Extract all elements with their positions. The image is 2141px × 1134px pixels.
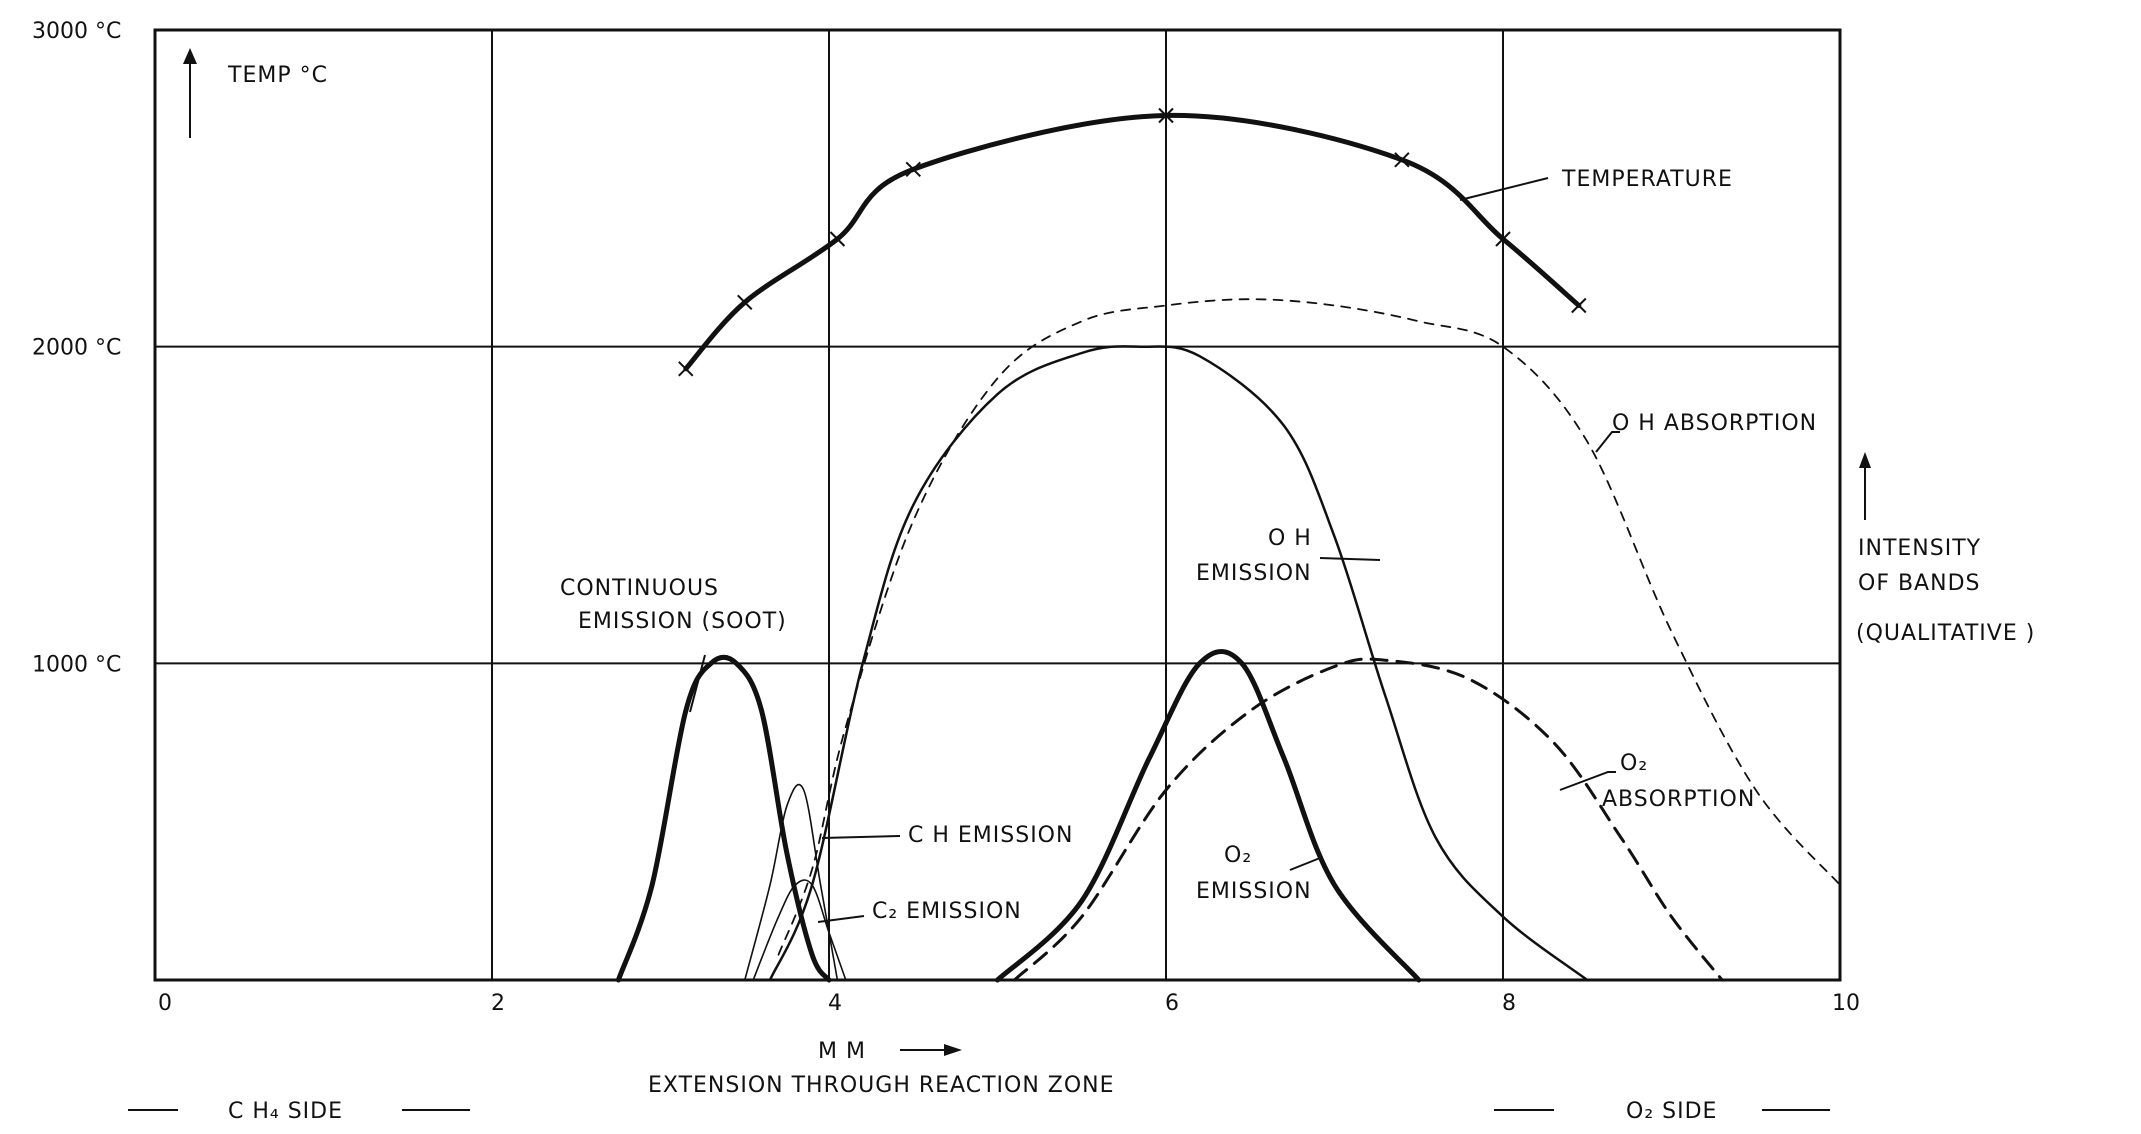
label-o2-absorption-1: O₂ bbox=[1620, 751, 1648, 776]
x-tick-label: 2 bbox=[491, 991, 505, 1016]
label-soot-2: EMISSION (SOOT) bbox=[578, 609, 787, 634]
curves bbox=[615, 107, 1841, 983]
leader-line bbox=[821, 835, 901, 839]
y-tick-labels: 1000 °C 2000 °C 3000 °C bbox=[32, 19, 121, 677]
series-oh-emission bbox=[768, 345, 1589, 982]
label-temperature: TEMPERATURE bbox=[1561, 167, 1733, 192]
point-temperature bbox=[905, 161, 921, 178]
label-ch-emission: C H EMISSION bbox=[908, 823, 1073, 848]
left-axis-arrow-head bbox=[183, 48, 197, 64]
x-tick-label: 8 bbox=[1502, 991, 1516, 1016]
leader-line bbox=[1595, 431, 1620, 453]
label-oh-emission-2: EMISSION bbox=[1196, 561, 1312, 586]
label-soot-1: CONTINUOUS bbox=[560, 576, 719, 601]
series-temperature bbox=[683, 112, 1582, 372]
x-tick-label: 6 bbox=[1165, 991, 1179, 1016]
x-axis-unit-arrow-head bbox=[944, 1044, 962, 1056]
label-o2-emission-2: EMISSION bbox=[1196, 879, 1312, 904]
label-oh-emission-1: O H bbox=[1268, 526, 1312, 551]
point-temperature bbox=[829, 231, 846, 247]
point-temperature bbox=[1394, 152, 1410, 168]
label-c2-emission: C₂ EMISSION bbox=[872, 899, 1022, 924]
x-axis-unit-label: M M bbox=[818, 1039, 866, 1064]
leader-line bbox=[1559, 771, 1616, 791]
y-tick-label: 1000 °C bbox=[32, 652, 121, 677]
y-axis-label-right-1: INTENSITY bbox=[1858, 536, 1981, 561]
point-temperature bbox=[737, 294, 753, 311]
leader-line bbox=[817, 915, 865, 923]
label-o2-emission-1: O₂ bbox=[1224, 843, 1252, 868]
series-continuous-emission-soot bbox=[615, 654, 832, 983]
x-tick-labels: 0 2 4 6 8 10 bbox=[158, 991, 1860, 1016]
y-axis-label-right-3: (QUALITATIVE ) bbox=[1856, 621, 2035, 646]
leader-line bbox=[1319, 557, 1381, 561]
y-tick-label: 2000 °C bbox=[32, 336, 121, 361]
label-oh-absorption: O H ABSORPTION bbox=[1612, 411, 1817, 436]
y-axis-label-right-2: OF BANDS bbox=[1858, 571, 1980, 596]
point-temperature bbox=[1495, 231, 1511, 247]
leader-lines bbox=[689, 177, 1620, 923]
leader-line bbox=[1289, 857, 1321, 871]
label-o2-absorption-2: ABSORPTION bbox=[1602, 787, 1755, 812]
point-temperature bbox=[678, 361, 694, 377]
leader-line bbox=[689, 654, 706, 713]
side-left-label: C H₄ SIDE bbox=[228, 1099, 343, 1124]
leader-line bbox=[1459, 177, 1549, 201]
x-axis-title: EXTENSION THROUGH REACTION ZONE bbox=[648, 1073, 1115, 1098]
series-ch-emission bbox=[744, 783, 839, 981]
series-c2-emission bbox=[752, 879, 847, 981]
point-temperature bbox=[1571, 297, 1587, 314]
right-axis-arrow-head bbox=[1859, 452, 1871, 468]
series-o2-absorption bbox=[1012, 657, 1724, 982]
y-tick-label: 3000 °C bbox=[32, 19, 121, 44]
series-oh-absorption bbox=[777, 298, 1841, 956]
x-tick-label: 4 bbox=[828, 991, 842, 1016]
x-tick-label: 0 bbox=[158, 991, 172, 1016]
point-temperature bbox=[1158, 107, 1174, 124]
y-axis-label-left: TEMP °C bbox=[227, 63, 328, 88]
series-o2-emission bbox=[995, 648, 1422, 983]
x-tick-label: 10 bbox=[1832, 991, 1860, 1016]
side-right-label: O₂ SIDE bbox=[1626, 1099, 1717, 1124]
